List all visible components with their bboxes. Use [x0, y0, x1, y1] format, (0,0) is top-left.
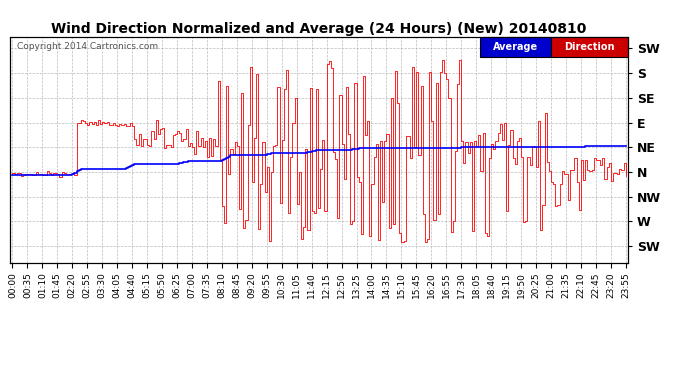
- Text: Direction: Direction: [564, 42, 615, 52]
- Title: Wind Direction Normalized and Average (24 Hours) (New) 20140810: Wind Direction Normalized and Average (2…: [52, 22, 586, 36]
- Text: Average: Average: [493, 42, 538, 52]
- Text: Copyright 2014 Cartronics.com: Copyright 2014 Cartronics.com: [17, 42, 157, 51]
- FancyBboxPatch shape: [551, 38, 628, 57]
- FancyBboxPatch shape: [480, 38, 551, 57]
